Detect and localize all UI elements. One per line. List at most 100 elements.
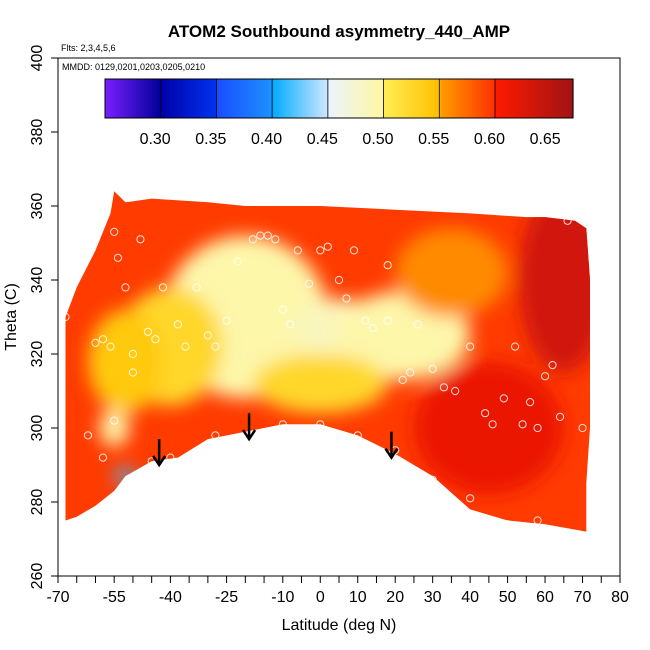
observation-point	[98, 335, 108, 344]
colorbar-segment	[370, 79, 374, 118]
x-tick-label: 10	[349, 589, 367, 606]
colorbar-segment	[157, 79, 161, 118]
colorbar-segment	[456, 79, 460, 118]
colorbar-segment	[284, 79, 288, 118]
colorbar-segment	[136, 79, 140, 118]
observation-point	[128, 349, 138, 359]
observation-point	[563, 216, 572, 225]
colorbar-segment	[518, 79, 522, 118]
colorbar-segment	[385, 79, 389, 118]
x-tick-label: 50	[499, 589, 517, 606]
colorbar-segment	[144, 79, 148, 118]
colorbar-frame	[104, 78, 574, 119]
colorbar-segment	[547, 79, 551, 118]
colorbar-segment	[411, 79, 415, 118]
colorbar-segment	[258, 79, 262, 118]
colorbar-segment	[339, 79, 343, 118]
observation-point	[428, 475, 437, 484]
colorbar-segment	[474, 79, 478, 118]
colorbar-segment	[502, 79, 506, 118]
observation-point	[406, 368, 415, 377]
colorbar-segment	[227, 79, 231, 118]
observation-point	[383, 316, 392, 325]
colorbar-segment	[388, 79, 392, 118]
y-tick-label: 380	[29, 119, 46, 146]
y-tick-label: 340	[29, 267, 46, 294]
x-tick-label: 20	[386, 589, 404, 606]
colorbar-segment	[180, 79, 184, 118]
field-blobs	[87, 191, 590, 495]
colorbar-segment	[118, 79, 122, 118]
y-tick-label: 260	[29, 563, 46, 590]
observation-point	[510, 342, 520, 351]
field-blob	[395, 228, 508, 317]
colorbar-segment	[149, 79, 153, 118]
colorbar-segment	[336, 79, 340, 118]
colorbar-segment	[297, 79, 301, 118]
observation-point	[540, 372, 550, 381]
colorbar-segment	[505, 79, 509, 118]
observation-point	[503, 520, 512, 529]
observation-point	[271, 235, 280, 244]
colorbar-segment	[170, 79, 174, 118]
colorbar-segment	[318, 79, 322, 118]
observation-points	[61, 216, 587, 529]
observation-point	[106, 342, 115, 351]
observation-point	[304, 279, 314, 288]
colorbar-segment	[216, 79, 220, 118]
dates-subtitle: MMDD: 0129,0201,0203,0205,0210	[62, 62, 205, 72]
colorbar-segment	[190, 79, 194, 118]
observation-point	[211, 431, 220, 440]
y-tick-label: 360	[29, 193, 46, 220]
observation-point	[110, 416, 119, 425]
colorbar-segment	[331, 79, 335, 118]
colorbar-segment	[261, 79, 265, 118]
observation-point	[413, 320, 422, 329]
observation-point	[383, 261, 392, 270]
colorbar-segment	[222, 79, 226, 118]
x-tick-label: -55	[103, 589, 126, 606]
observation-point	[181, 342, 190, 351]
flights-subtitle: Flts: 2,3,4,5,6	[61, 43, 116, 53]
colorbar-segment	[430, 79, 434, 118]
colorbar-segment	[466, 79, 470, 118]
observation-point	[361, 316, 370, 325]
colorbar-segment	[401, 79, 405, 118]
observation-point	[466, 494, 475, 503]
observation-point	[121, 283, 130, 292]
arrow-marker	[242, 413, 257, 442]
colorbar-segment	[255, 79, 259, 118]
colorbar-segment	[508, 79, 512, 118]
colorbar-segment	[346, 79, 350, 118]
colorbar-segment	[138, 79, 142, 118]
observation-point	[65, 290, 74, 299]
colorbar: 0.30 0.35 0.40 0.45 0.50 0.55 0.60 0.65	[104, 78, 574, 148]
observation-point	[192, 283, 201, 292]
colorbar-segment	[544, 79, 548, 118]
observation-point	[98, 453, 108, 462]
colorbar-segment	[159, 79, 163, 118]
colorbar-tick-label: 0.35	[195, 131, 226, 148]
x-tick-label: 70	[574, 589, 592, 606]
observation-point	[342, 294, 351, 303]
observation-point	[499, 394, 508, 403]
colorbar-segment	[404, 79, 408, 118]
colorbar-segment	[107, 79, 111, 118]
colorbar-segment	[515, 79, 519, 118]
observation-point	[316, 246, 325, 255]
colorbar-segment	[380, 79, 384, 118]
observation-point	[578, 423, 587, 433]
colorbar-segment	[177, 79, 181, 118]
colorbar-segment	[541, 79, 545, 118]
colorbar-segment	[378, 79, 382, 118]
colorbar-segment	[250, 79, 254, 118]
colorbar-segment	[396, 79, 400, 118]
observation-point	[316, 420, 325, 429]
colorbar-segment	[175, 79, 179, 118]
colorbar-segment	[469, 79, 473, 118]
colorbar-segment	[349, 79, 353, 118]
colorbar-segment	[289, 79, 293, 118]
colorbar-segment	[307, 79, 311, 118]
colorbar-segment	[560, 79, 564, 118]
colorbar-segment	[476, 79, 480, 118]
